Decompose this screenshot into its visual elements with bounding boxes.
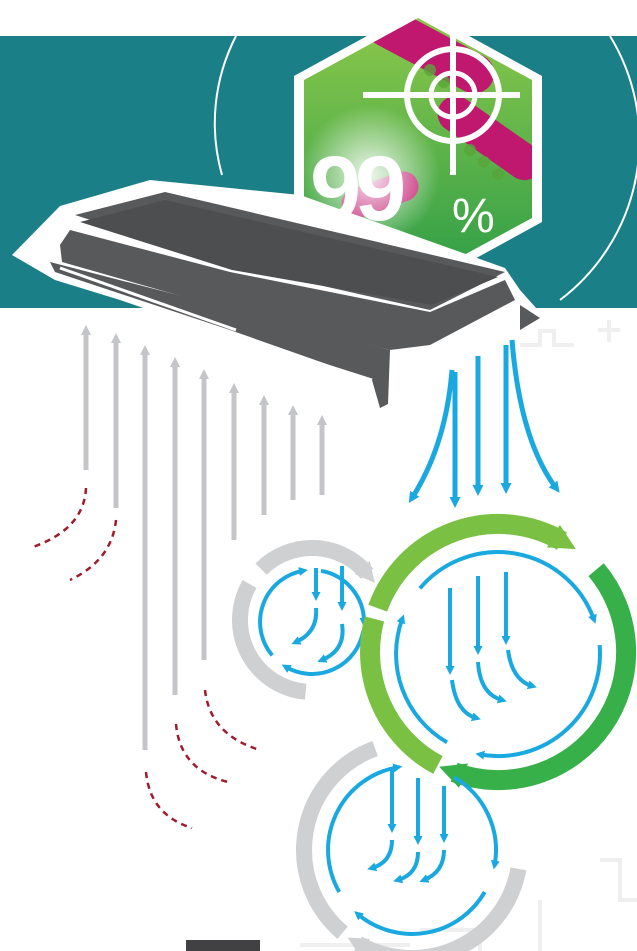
particle-path-icon — [450, 679, 481, 722]
circulation-loop-icon — [347, 867, 527, 951]
circulation-loop-icon — [354, 890, 487, 936]
circulation-loop-icon — [258, 567, 308, 657]
circulation-loop-icon — [418, 550, 597, 624]
circulation-loop-icon — [452, 775, 500, 870]
circulation-loop-icon — [394, 614, 449, 745]
circulation-loop-icon — [475, 644, 602, 760]
outflow-arrows — [408, 339, 560, 508]
circulation-loop-icon — [232, 580, 307, 700]
outflow-arrow-icon — [509, 339, 560, 493]
circulation-loop-icon — [320, 568, 369, 627]
particle-path-icon — [419, 849, 446, 883]
particle-path-icon — [317, 623, 345, 663]
circulation-loops — [232, 513, 637, 951]
badge-unit: % — [452, 190, 495, 243]
air-purifier-unit-icon — [12, 180, 545, 418]
circulation-loop-icon — [255, 539, 375, 583]
particle-path-icon — [29, 487, 88, 550]
circulation-loop-icon — [439, 563, 637, 791]
decorative-rings — [213, 35, 637, 301]
circulation-loop-icon — [281, 630, 366, 676]
particle-path-icon — [69, 519, 118, 582]
circulation-loop-icon — [296, 740, 378, 939]
circulation-loop-icon — [368, 513, 576, 612]
particle-path-icon — [144, 771, 193, 830]
particle-path-icon — [291, 607, 319, 645]
circulation-loop-icon — [360, 616, 443, 774]
particle-path-icon — [174, 723, 229, 784]
particle-path-icon — [476, 661, 507, 704]
particle-path-icon — [393, 851, 420, 884]
background-pattern — [300, 320, 637, 951]
particle-path-icon — [506, 649, 537, 690]
particle-paths — [29, 487, 261, 830]
intake-arrows — [81, 325, 327, 750]
particle-path-icon — [367, 839, 394, 872]
outflow-arrow-icon — [408, 369, 455, 504]
bottom-block — [186, 940, 260, 951]
particle-path-icon — [203, 689, 261, 752]
crosshair-target-icon — [363, 28, 520, 175]
circulation-loop-icon — [326, 763, 403, 893]
